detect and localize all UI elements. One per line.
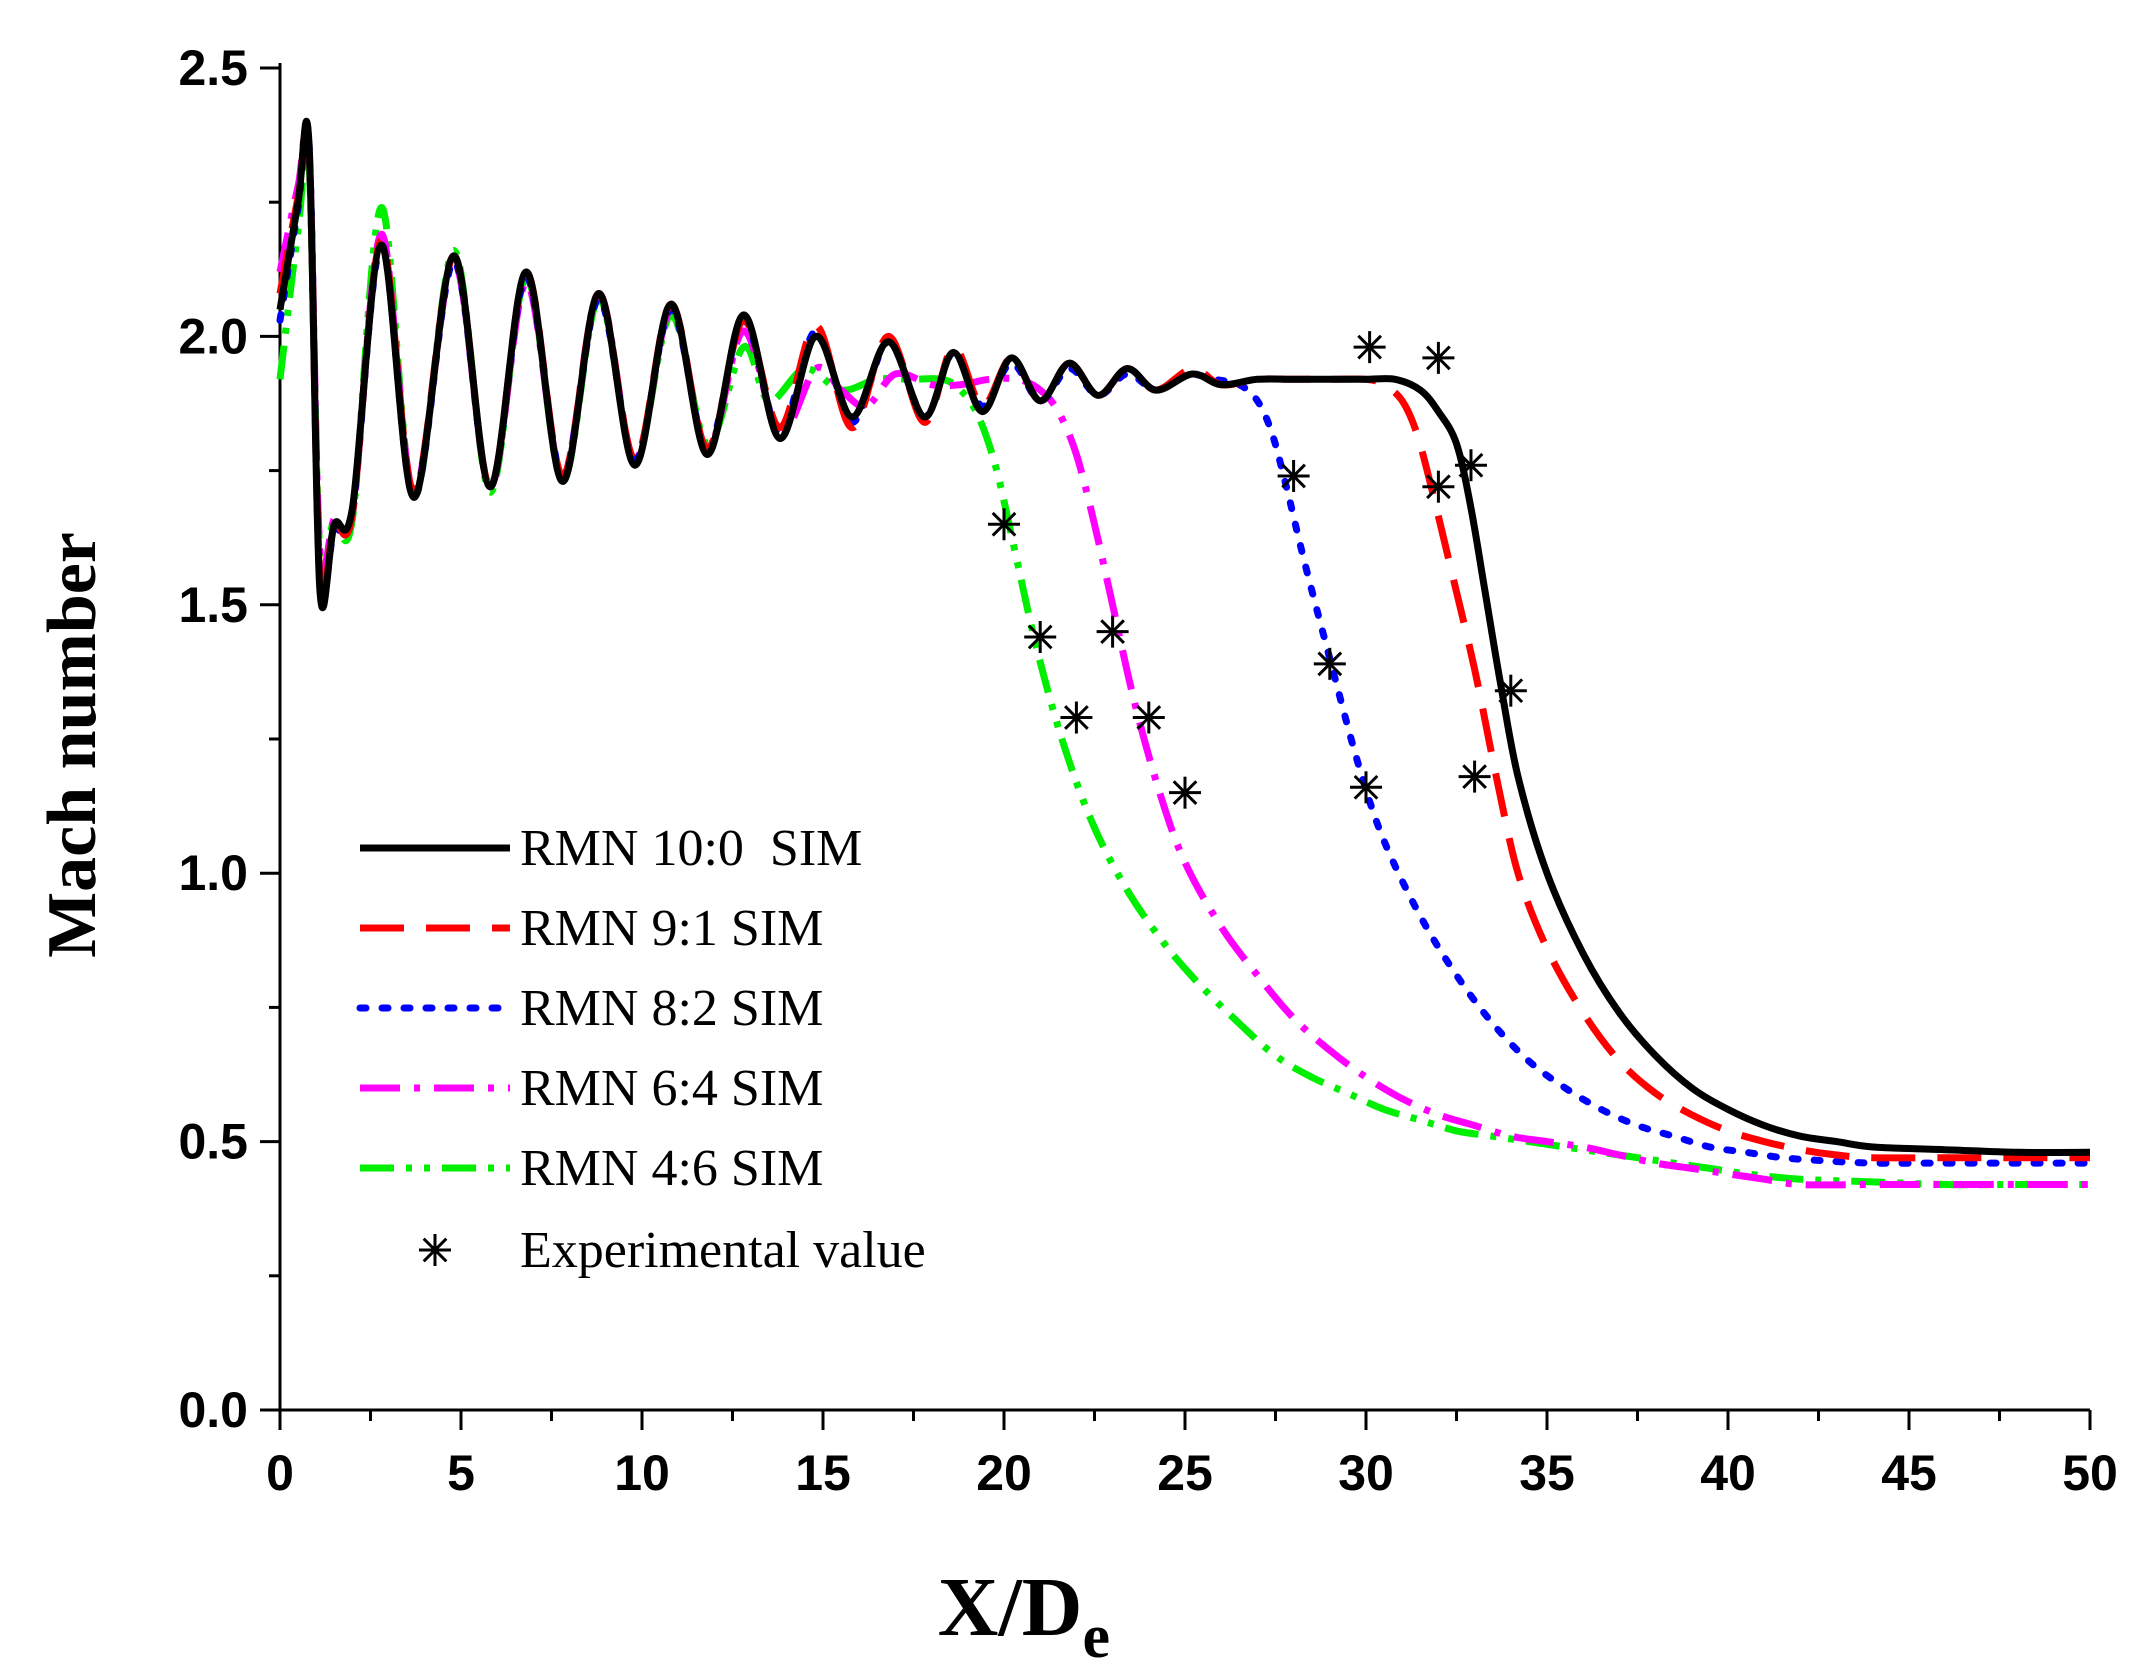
experimental-point: [1422, 341, 1455, 374]
experimental-point: [1169, 776, 1201, 809]
series-layer: [276, 118, 2094, 1189]
experimental-point: [1313, 647, 1346, 680]
experimental-point: [988, 508, 1020, 541]
experimental-point: [1277, 459, 1310, 492]
legend-label-4: RMN 4:6 SIM: [520, 1140, 823, 1197]
experimental-points: [988, 331, 1527, 809]
x-tick-label: 20: [976, 1445, 1032, 1501]
y-tick-label: 2.0: [178, 308, 248, 364]
legend-label-experimental: Experimental value: [520, 1222, 926, 1279]
x-tick-label: 30: [1338, 1445, 1394, 1501]
experimental-point: [1096, 615, 1129, 648]
x-axis-title: X/De: [938, 1561, 1110, 1670]
legend-label-1: RMN 9:1 SIM: [520, 900, 823, 957]
x-tick-label: 45: [1881, 1445, 1937, 1501]
y-axis-title: Mach number: [34, 532, 111, 958]
legend-label-2: RMN 8:2 SIM: [520, 980, 823, 1037]
x-axis-title-main: X/D: [938, 1561, 1083, 1654]
legend-swatch-experimental: [419, 1234, 451, 1266]
y-tick-label: 1.0: [178, 845, 248, 901]
x-tick-label: 0: [266, 1445, 294, 1501]
series-line-0: [276, 118, 2091, 1157]
x-axis-title-subscript: e: [1082, 1603, 1110, 1670]
x-tick-label: 15: [795, 1445, 851, 1501]
x-tick-label: 25: [1157, 1445, 1213, 1501]
x-tick-label: 10: [614, 1445, 670, 1501]
y-tick-label: 1.5: [178, 577, 248, 633]
experimental-point: [1353, 331, 1386, 364]
legend: RMN 10:0 SIM RMN 9:1 SIM RMN 8:2 SIM RMN 6:…: [356, 820, 926, 1279]
legend-label-3: RMN 6:4 SIM: [520, 1060, 823, 1117]
experimental-point: [1454, 449, 1487, 482]
experimental-point: [1422, 470, 1455, 503]
experimental-point: [1024, 621, 1057, 654]
experimental-point: [1458, 760, 1491, 793]
legend-label-0: RMN 10:0 SIM: [520, 820, 862, 877]
experimental-point: [1350, 771, 1382, 804]
x-tick-label: 40: [1700, 1445, 1756, 1501]
experimental-point: [1132, 701, 1165, 734]
y-tick-label: 2.5: [178, 40, 248, 96]
x-tick-label: 5: [447, 1445, 475, 1501]
experimental-point: [1494, 674, 1527, 707]
y-tick-label: 0.0: [178, 1382, 248, 1438]
plot-axes: 0 5 10 15 20 25 30 35 40 45 50 0.0 0.5 1.0 1.5 2.0 2.5: [178, 40, 2117, 1501]
experimental-point: [1060, 701, 1093, 734]
x-tick-label: 50: [2062, 1445, 2118, 1501]
x-tick-label: 35: [1519, 1445, 1575, 1501]
y-tick-label: 0.5: [178, 1114, 248, 1170]
